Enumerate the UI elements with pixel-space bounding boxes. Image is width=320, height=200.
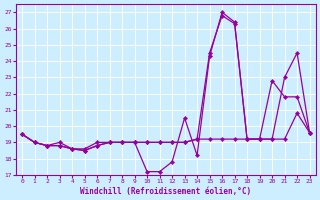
X-axis label: Windchill (Refroidissement éolien,°C): Windchill (Refroidissement éolien,°C): [80, 187, 252, 196]
